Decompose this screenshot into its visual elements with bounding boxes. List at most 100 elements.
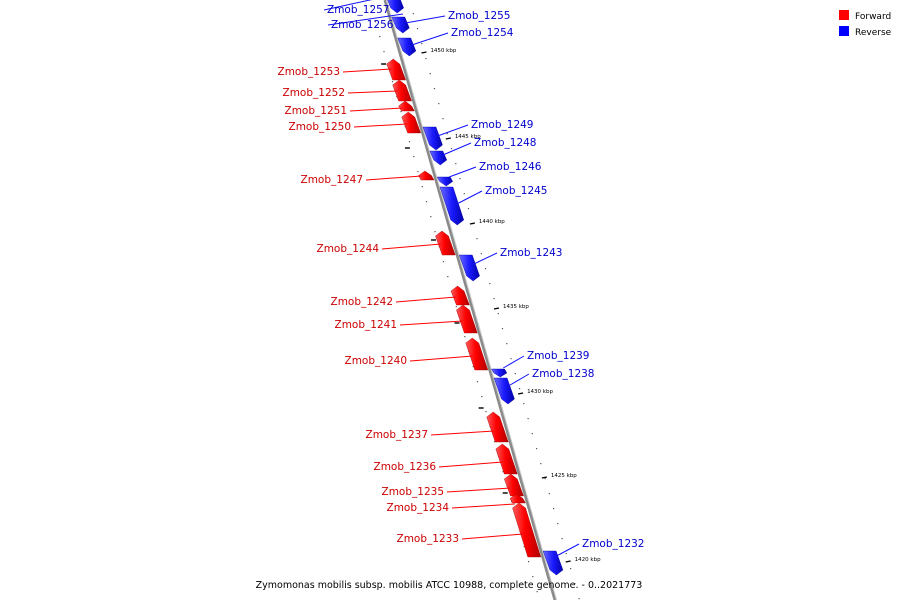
gene-label-zmob_1257[interactable]: Zmob_1257 [327,4,389,16]
gene-label-zmob_1251[interactable]: Zmob_1251 [285,105,347,117]
gene-label-zmob_1248[interactable]: Zmob_1248 [474,137,536,149]
scale-dot [536,591,538,593]
gene-label-zmob_1244[interactable]: Zmob_1244 [317,243,380,255]
scale-tick [469,222,476,225]
gene-block-zmob_1245[interactable] [439,186,464,226]
scale-tick [421,51,427,54]
gene-leader-line [347,90,398,94]
scale-dot [574,583,576,585]
gene-label-zmob_1249[interactable]: Zmob_1249 [471,119,533,131]
gene-block-zmob_1235[interactable] [504,473,524,497]
scale-dot [484,268,487,270]
gene-block-zmob_1248[interactable] [429,150,447,166]
gene-label-zmob_1236[interactable]: Zmob_1236 [374,461,437,473]
gene-block-zmob_1239[interactable] [491,368,508,378]
scale-dot [527,418,529,420]
gene-block-zmob_1251[interactable] [398,100,415,112]
gene-label-zmob_1238[interactable]: Zmob_1238 [532,368,594,380]
gene-label-zmob_1233[interactable]: Zmob_1233 [397,533,459,545]
gene-label-zmob_1253[interactable]: Zmob_1253 [278,66,340,78]
gene-block-zmob_1253[interactable] [386,58,406,81]
gene-block-zmob_1249[interactable] [422,126,443,151]
gene-label-zmob_1241[interactable]: Zmob_1241 [335,319,397,331]
scale-dot [510,358,512,360]
scale-dot [540,463,542,465]
gene-label-zmob_1250[interactable]: Zmob_1250 [289,121,351,133]
gene-label-zmob_1234[interactable]: Zmob_1234 [387,502,450,514]
gene-label-zmob_1252[interactable]: Zmob_1252 [283,87,345,99]
scale-dot [425,201,428,203]
gene-label-zmob_1254[interactable]: Zmob_1254 [451,27,514,39]
gene-leader-line [442,142,472,156]
gene-block-zmob_1237[interactable] [486,411,509,443]
scale-tick-label: 1450 kbp [430,48,456,54]
scale-dot [425,58,427,60]
scale-dot [548,493,550,495]
scale-dot [480,253,482,255]
legend-swatch-forward [839,10,849,20]
gene-leader-line [456,190,483,205]
gene-block-zmob_1236[interactable] [495,443,518,475]
gene-block-zmob_1252[interactable] [392,79,412,102]
scale-tick [445,137,451,140]
scale-dot [450,148,453,150]
scale-dot [467,208,470,210]
gene-block-zmob_1238[interactable] [493,377,515,405]
scale-dot [429,73,431,75]
legend-label-forward: Forward [855,12,891,22]
scale-dot [463,193,465,195]
gene-block-zmob_1250[interactable] [401,111,421,134]
gene-block-zmob_1247[interactable] [418,170,435,181]
gene-leader-line [395,296,457,303]
sequence-caption: Zymomonas mobilis subsp. mobilis ATCC 10… [256,580,643,591]
gene-leader-line [342,68,392,73]
gene-label-zmob_1240[interactable]: Zmob_1240 [345,355,407,367]
scale-dot [514,373,516,375]
legend: Forward Reverse [839,10,892,38]
gene-label-zmob_1242[interactable]: Zmob_1242 [331,296,393,308]
scale-dot [447,276,449,278]
gene-block-zmob_1244[interactable] [435,230,456,256]
scale-tick-label: 1425 kbp [551,473,577,479]
gene-leader-line [503,355,525,369]
gene-leader-line [446,487,511,493]
gene-label-zmob_1237[interactable]: Zmob_1237 [366,429,428,441]
scale-dot [430,216,432,218]
gene-label-zmob_1232[interactable]: Zmob_1232 [582,538,644,550]
gene-labels: Zmob_1257 Zmob_1256 Zmob_1255 Zmob_1254 Zmob… [278,0,644,557]
gene-block-zmob_1243[interactable] [458,254,480,282]
gene-block-zmob_1234[interactable] [509,493,526,504]
gene-label-zmob_1256[interactable]: Zmob_1256 [331,19,394,31]
gene-block-zmob_1246[interactable] [436,176,453,187]
gene-block-zmob_1242[interactable] [450,285,470,306]
scale-dot [561,538,563,540]
gene-label-zmob_1247[interactable]: Zmob_1247 [301,174,363,186]
gene-label-zmob_1255[interactable]: Zmob_1255 [448,10,510,22]
gene-block-zmob_1241[interactable] [456,304,478,334]
gene-block-zmob_1232[interactable] [542,550,564,576]
scale-dot [501,328,504,330]
gene-label-zmob_1245[interactable]: Zmob_1245 [485,185,547,197]
scale-dot [528,561,530,563]
gene-label-zmob_1246[interactable]: Zmob_1246 [479,161,542,173]
scale-dot [459,178,461,180]
scale-tick [565,560,571,563]
gene-leader-line [461,533,524,540]
gene-block-zmob_1257[interactable] [386,0,404,14]
scale-dot [476,238,478,240]
gene-label-zmob_1235[interactable]: Zmob_1235 [382,486,444,498]
gene-leader-line [323,0,373,11]
scale-dot [493,441,496,443]
gene-block-zmob_1255[interactable] [391,16,410,34]
gene-leader-line [411,32,449,46]
gene-block-zmob_1240[interactable] [465,337,489,371]
gene-leader-line [473,252,498,265]
gene-block-zmob_1233[interactable] [512,502,542,558]
scale-dot [370,6,372,8]
gene-block-zmob_1254[interactable] [397,37,417,57]
scale-dot [570,568,572,570]
scale-dot [523,403,525,405]
gene-label-zmob_1243[interactable]: Zmob_1243 [500,247,562,259]
gene-label-zmob_1239[interactable]: Zmob_1239 [527,350,589,362]
